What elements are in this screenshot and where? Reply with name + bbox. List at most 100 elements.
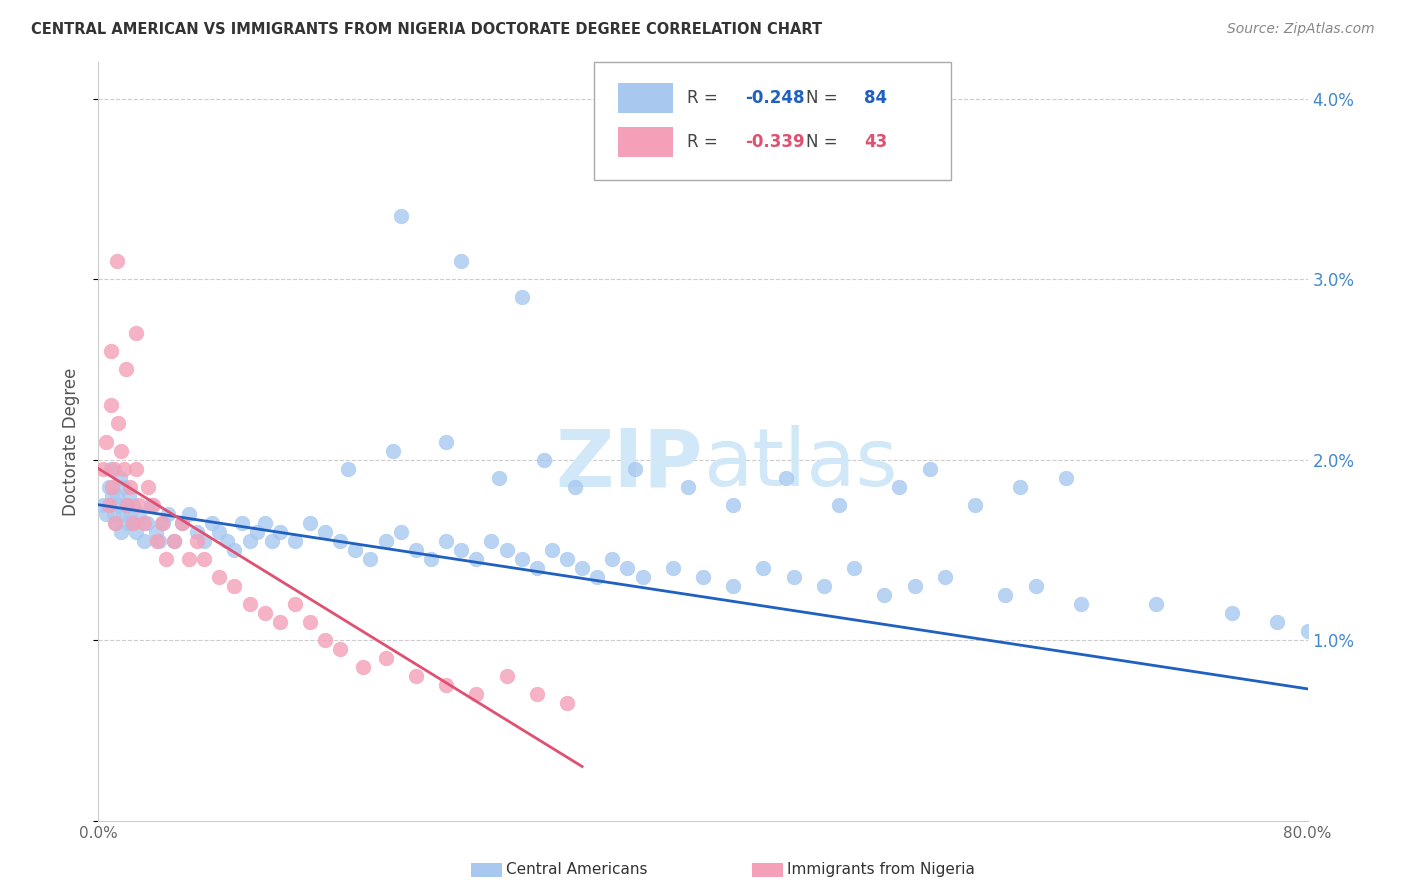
Point [239, 533, 262, 548]
Text: atlas: atlas [703, 425, 897, 503]
Point [661, 561, 683, 575]
Point [692, 570, 714, 584]
Point [103, 507, 125, 521]
Point [125, 326, 148, 341]
Point [631, 570, 654, 584]
Point [208, 570, 231, 584]
Point [329, 533, 352, 548]
Point [156, 507, 179, 521]
Point [100, 399, 122, 413]
Text: 43: 43 [863, 133, 887, 151]
Point [904, 579, 927, 593]
Point [201, 516, 224, 530]
Point [488, 470, 510, 484]
Point [98, 480, 121, 494]
Point [101, 480, 124, 494]
Point [110, 443, 132, 458]
Point [115, 516, 138, 530]
Text: ZIP: ZIP [555, 425, 703, 503]
Point [132, 533, 155, 548]
Point [115, 498, 138, 512]
Point [269, 615, 291, 629]
Point [112, 480, 135, 494]
Point [434, 533, 457, 548]
Point [450, 542, 472, 557]
Point [148, 533, 170, 548]
Point [1054, 470, 1077, 484]
Point [122, 516, 145, 530]
Point [145, 524, 167, 539]
Point [142, 498, 165, 512]
Point [1070, 597, 1092, 611]
Point [1010, 480, 1032, 494]
Point [510, 552, 533, 566]
Point [450, 254, 472, 268]
Point [103, 461, 125, 475]
Point [495, 669, 517, 683]
Point [405, 669, 427, 683]
Point [540, 542, 562, 557]
Point [723, 579, 745, 593]
Point [586, 570, 609, 584]
Point [336, 461, 359, 475]
Point [344, 542, 367, 557]
Point [783, 570, 806, 584]
Point [239, 597, 262, 611]
Point [1024, 579, 1046, 593]
Point [382, 443, 405, 458]
Point [723, 498, 745, 512]
Point [215, 533, 238, 548]
Text: N =: N = [806, 133, 842, 151]
Point [284, 533, 307, 548]
Point [934, 570, 956, 584]
Point [994, 588, 1017, 602]
Point [389, 209, 412, 223]
Point [104, 516, 127, 530]
Point [111, 507, 134, 521]
Point [150, 516, 173, 530]
Point [813, 579, 835, 593]
Text: CENTRAL AMERICAN VS IMMIGRANTS FROM NIGERIA DOCTORATE DEGREE CORRELATION CHART: CENTRAL AMERICAN VS IMMIGRANTS FROM NIGE… [31, 22, 823, 37]
Point [118, 489, 141, 503]
Text: 84: 84 [863, 89, 887, 107]
Point [526, 561, 548, 575]
Point [114, 362, 136, 376]
Point [564, 480, 586, 494]
Point [299, 516, 322, 530]
Point [465, 687, 488, 701]
Point [224, 579, 246, 593]
Point [314, 524, 336, 539]
Point [193, 533, 215, 548]
Point [112, 461, 135, 475]
Point [616, 561, 638, 575]
Point [1220, 606, 1243, 620]
Point [231, 516, 253, 530]
Point [107, 498, 129, 512]
Point [170, 516, 193, 530]
Point [121, 516, 143, 530]
Point [360, 552, 382, 566]
Point [179, 507, 201, 521]
Point [352, 660, 374, 674]
Point [101, 489, 124, 503]
Bar [619, 83, 672, 113]
Text: Central Americans: Central Americans [506, 863, 648, 877]
Point [105, 254, 128, 268]
Point [107, 417, 129, 431]
Point [752, 561, 775, 575]
Point [141, 498, 163, 512]
Point [170, 516, 193, 530]
Point [775, 470, 797, 484]
Point [108, 470, 131, 484]
Point [420, 552, 443, 566]
Point [186, 524, 208, 539]
Point [873, 588, 896, 602]
Point [253, 606, 276, 620]
Point [262, 533, 284, 548]
Text: -0.339: -0.339 [745, 133, 806, 151]
Point [146, 533, 169, 548]
Point [602, 552, 624, 566]
Point [128, 498, 150, 512]
Y-axis label: Doctorate Degree: Doctorate Degree [62, 368, 80, 516]
Text: Immigrants from Nigeria: Immigrants from Nigeria [787, 863, 976, 877]
